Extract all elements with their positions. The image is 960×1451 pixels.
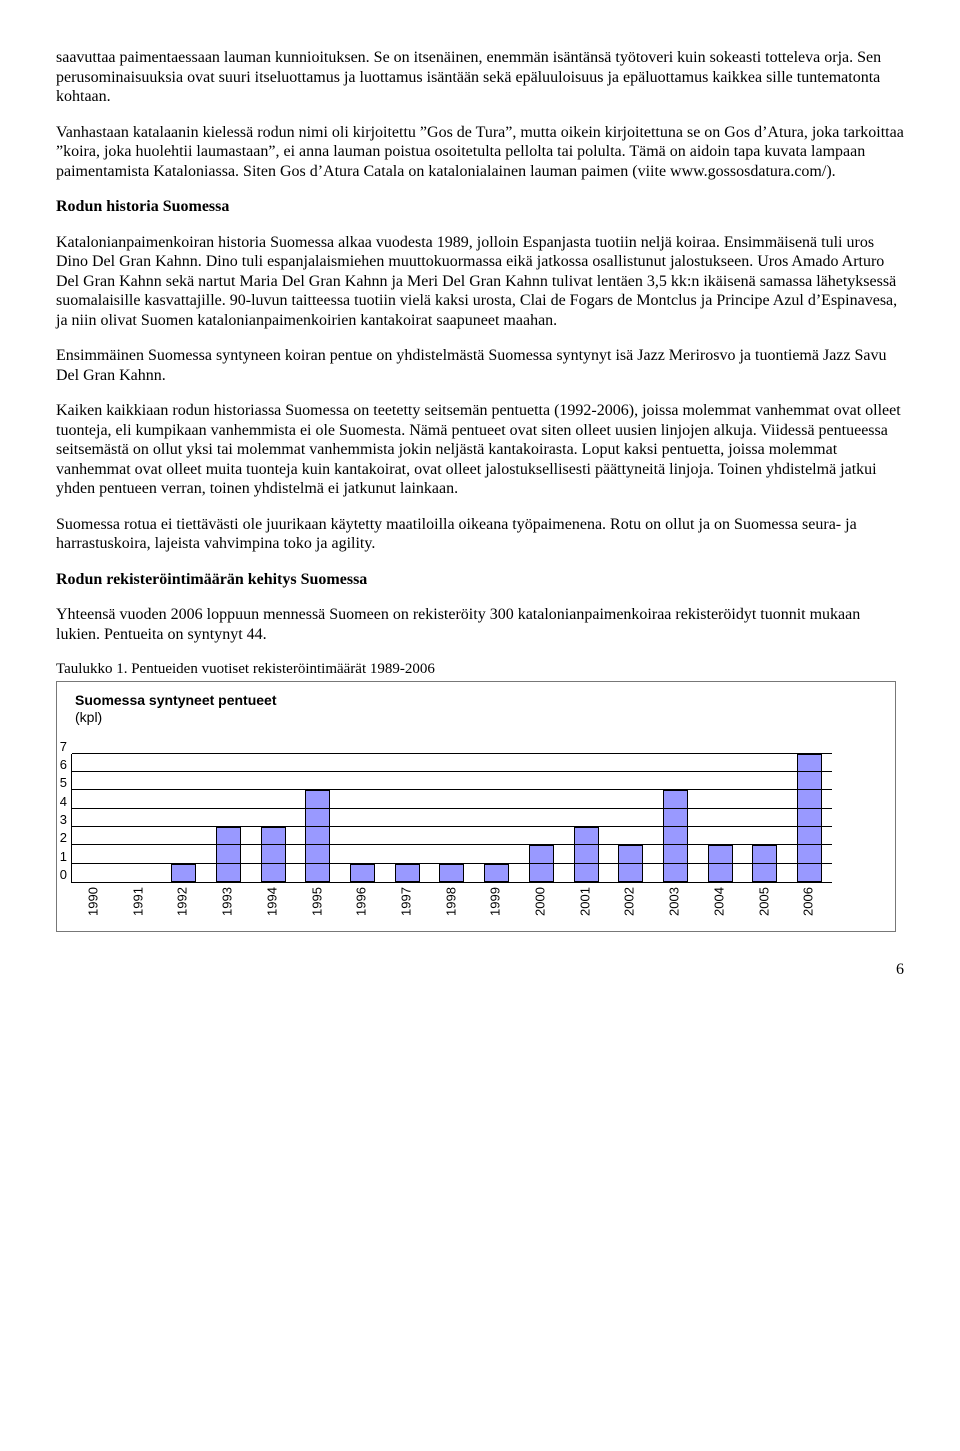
chart-bar: [261, 827, 286, 882]
paragraph: Suomessa rotua ei tiettävästi ole juurik…: [56, 515, 904, 554]
chart-grid-line: [72, 844, 832, 845]
chart-title: Suomessa syntyneet pentueet: [75, 692, 885, 709]
chart-grid-line: [72, 826, 832, 827]
chart-x-tick: 1990: [71, 887, 116, 923]
section-heading: Rodun historia Suomessa: [56, 197, 904, 217]
paragraph: Katalonianpaimenkoiran historia Suomessa…: [56, 233, 904, 331]
page-number: 6: [56, 960, 904, 980]
chart-x-tick: 1998: [429, 887, 474, 923]
chart-bar: [395, 864, 420, 882]
chart-x-tick: 1992: [160, 887, 205, 923]
chart-x-tick: 2002: [607, 887, 652, 923]
paragraph: saavuttaa paimentaessaan lauman kunnioit…: [56, 48, 904, 107]
chart-x-tick: 2003: [652, 887, 697, 923]
paragraph: Ensimmäinen Suomessa syntyneen koiran pe…: [56, 346, 904, 385]
bar-chart: Suomessa syntyneet pentueet (kpl) 765432…: [56, 681, 896, 932]
chart-bar: [171, 864, 196, 882]
chart-grid-line: [72, 753, 832, 754]
chart-bar: [439, 864, 464, 882]
chart-bar: [708, 845, 733, 882]
chart-bar: [305, 790, 330, 881]
chart-bar: [484, 864, 509, 882]
chart-bar: [574, 827, 599, 882]
chart-x-tick: 2001: [563, 887, 608, 923]
chart-x-tick: 1995: [295, 887, 340, 923]
chart-x-tick: 2000: [518, 887, 563, 923]
chart-grid-line: [72, 863, 832, 864]
chart-bar: [618, 845, 643, 882]
chart-grid-line: [72, 771, 832, 772]
chart-bar: [752, 845, 777, 882]
chart-x-tick: 2005: [742, 887, 787, 923]
chart-x-tick: 1997: [384, 887, 429, 923]
chart-bar: [216, 827, 241, 882]
chart-x-tick: 1996: [339, 887, 384, 923]
chart-x-tick: 1991: [116, 887, 161, 923]
chart-plot-area: [71, 754, 832, 883]
chart-grid-line: [72, 808, 832, 809]
paragraph: Yhteensä vuoden 2006 loppuun mennessä Su…: [56, 605, 904, 644]
chart-x-axis: 1990199119921993199419951996199719981999…: [71, 887, 831, 923]
section-heading: Rodun rekisteröintimäärän kehitys Suomes…: [56, 570, 904, 590]
chart-subtitle: (kpl): [75, 709, 885, 726]
chart-caption: Taulukko 1. Pentueiden vuotiset rekister…: [56, 660, 904, 678]
chart-bar: [350, 864, 375, 882]
chart-x-tick: 1999: [473, 887, 518, 923]
chart-x-tick: 1993: [205, 887, 250, 923]
paragraph: Kaiken kaikkiaan rodun historiassa Suome…: [56, 401, 904, 499]
chart-x-tick: 2004: [697, 887, 742, 923]
paragraph: Vanhastaan katalaanin kielessä rodun nim…: [56, 123, 904, 182]
chart-plot-wrap: 76543210 1990199119921993199419951996199…: [67, 754, 885, 923]
chart-bar: [529, 845, 554, 882]
chart-bar: [663, 790, 688, 881]
chart-grid-line: [72, 789, 832, 790]
chart-x-tick: 2006: [786, 887, 831, 923]
chart-x-tick: 1994: [250, 887, 295, 923]
chart-plot-column: 1990199119921993199419951996199719981999…: [71, 754, 832, 923]
